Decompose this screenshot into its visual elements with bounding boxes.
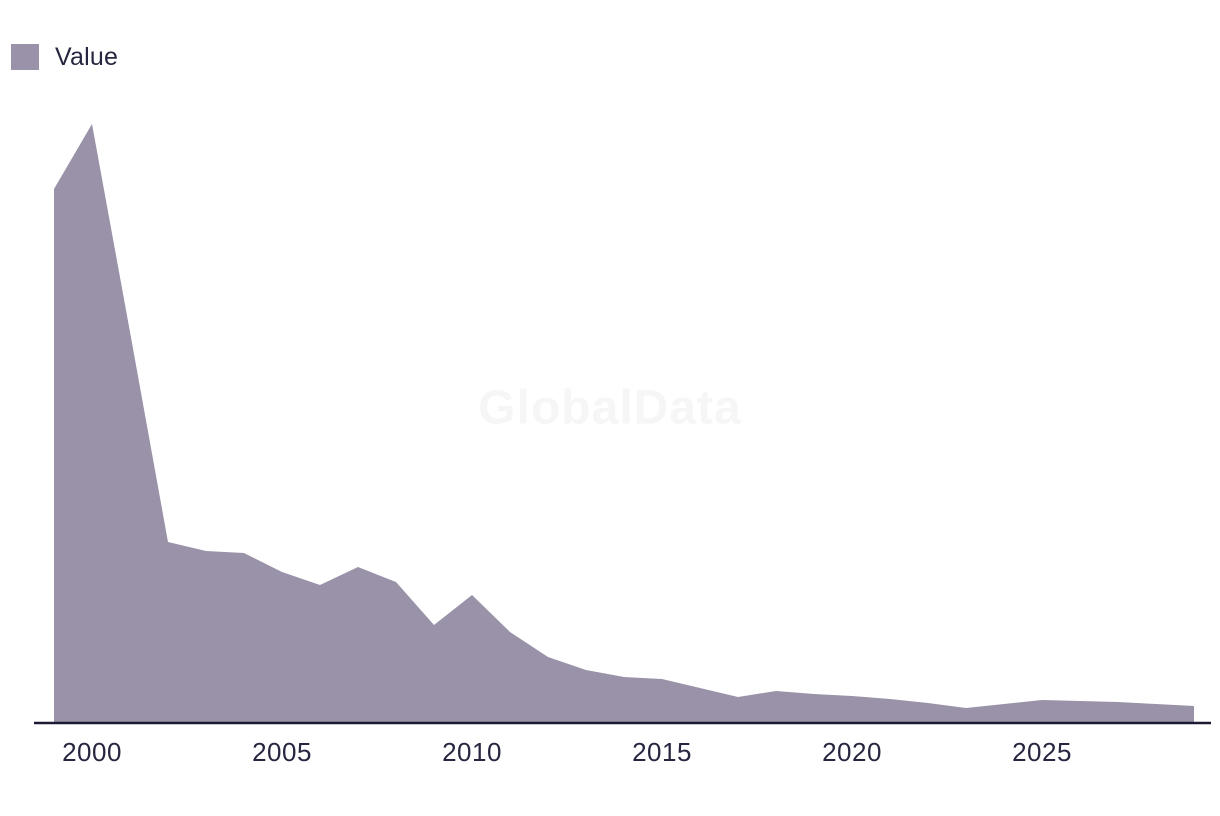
x-axis-tick-labels: 2000 2005 2010 2015 2020 2025 (62, 737, 1072, 767)
x-axis-tick-label: 2000 (62, 737, 122, 767)
value-area-series[interactable] (54, 124, 1194, 722)
legend-swatch-icon (11, 44, 39, 70)
x-axis-tick-label: 2015 (632, 737, 692, 767)
x-axis-tick-label: 2020 (822, 737, 882, 767)
legend-item-value[interactable]: Value (11, 44, 118, 70)
legend-label: Value (55, 42, 119, 71)
x-axis-tick-label: 2010 (442, 737, 502, 767)
x-axis-tick-label: 2005 (252, 737, 312, 767)
x-axis-tick-label: 2025 (1012, 737, 1072, 767)
